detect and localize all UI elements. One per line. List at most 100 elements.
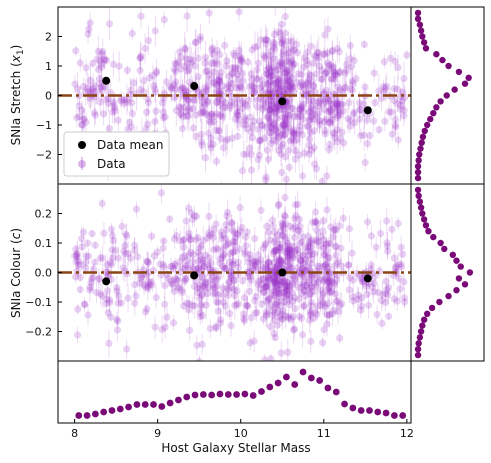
data-point (325, 288, 333, 296)
data-point (210, 80, 219, 88)
data-point (275, 78, 283, 86)
data-point (281, 29, 289, 37)
mass-marginal-point (374, 408, 382, 416)
data-point (242, 242, 250, 250)
data-point (89, 84, 97, 93)
data-point (335, 68, 343, 77)
data-point (206, 112, 214, 120)
data-point (146, 281, 154, 289)
data-point (193, 341, 201, 349)
data-point (283, 286, 291, 295)
marginal-point (414, 163, 422, 170)
data-point (213, 110, 221, 118)
marginal-point (430, 233, 437, 241)
data-point (281, 284, 289, 292)
data-point (215, 76, 223, 85)
data-point (283, 50, 291, 58)
data-point (263, 146, 271, 154)
data-point (103, 287, 111, 295)
stretch-data-means (102, 76, 372, 115)
data-point (284, 88, 292, 96)
data-point (164, 275, 172, 283)
data-point (234, 65, 243, 73)
data-point (207, 75, 215, 83)
data-point (305, 141, 313, 150)
data-point (312, 165, 321, 173)
data-point (263, 282, 271, 291)
marginal-point (433, 104, 440, 111)
data-point (113, 284, 121, 292)
data-point (297, 257, 305, 265)
data-point (238, 99, 247, 107)
data-point (166, 215, 174, 223)
data-point (173, 276, 181, 284)
data-point (364, 139, 372, 148)
marginal-point (419, 210, 426, 217)
data-point (283, 114, 292, 122)
data-point (222, 241, 230, 249)
data-point (287, 128, 296, 136)
marginal-point (455, 275, 463, 282)
marginal-point (449, 251, 457, 258)
data-point (277, 257, 285, 265)
data-point (267, 71, 275, 80)
data-point (293, 250, 301, 258)
data-point (239, 277, 247, 285)
data-point (201, 284, 209, 292)
data-point (276, 29, 284, 38)
data-point (180, 86, 189, 94)
data-point (218, 97, 227, 105)
data-point (263, 222, 271, 231)
data-point (320, 326, 328, 334)
data-point (91, 111, 99, 119)
data-point (250, 117, 258, 125)
data-point (274, 202, 282, 210)
data-point (140, 281, 148, 289)
data-point (304, 242, 312, 250)
y-tick-label: −0.1 (25, 296, 52, 309)
data-point (99, 254, 107, 262)
data-point (168, 84, 176, 92)
data-point (324, 299, 332, 308)
data-point (255, 117, 264, 125)
data-point (307, 71, 315, 79)
data-point (82, 88, 90, 96)
data-point (214, 76, 223, 84)
data-point (291, 325, 299, 333)
stretch-marginal-panel (410, 6, 485, 185)
data-point (307, 301, 315, 309)
marginal-point (418, 139, 425, 146)
data-point (303, 262, 312, 270)
data-point (223, 212, 231, 220)
data-point (301, 273, 309, 282)
data-point (266, 236, 274, 244)
data-point (310, 144, 318, 152)
data-point (221, 234, 229, 242)
data-point (292, 277, 300, 285)
data-point (341, 69, 349, 77)
marginal-point (420, 39, 428, 46)
data-point (84, 311, 92, 319)
data-point (283, 86, 291, 94)
data-point (144, 36, 153, 45)
data-point (299, 63, 308, 71)
data-point (262, 70, 270, 78)
data-point (248, 46, 256, 54)
data-point (322, 240, 330, 249)
data-point (274, 102, 282, 111)
data-point (298, 172, 307, 180)
data-point (124, 294, 132, 302)
data-point (185, 250, 193, 259)
data-point (333, 44, 341, 53)
data-point (241, 248, 249, 256)
y-tick-label: 0 (45, 90, 52, 103)
marginal-point (414, 169, 422, 176)
data-point (277, 143, 286, 151)
data-point (320, 236, 328, 244)
mass-marginal-point (191, 391, 199, 399)
data-point (285, 286, 293, 295)
data-point (320, 106, 328, 114)
data-point (295, 312, 304, 320)
data-point (172, 262, 180, 270)
data-point (278, 20, 286, 28)
